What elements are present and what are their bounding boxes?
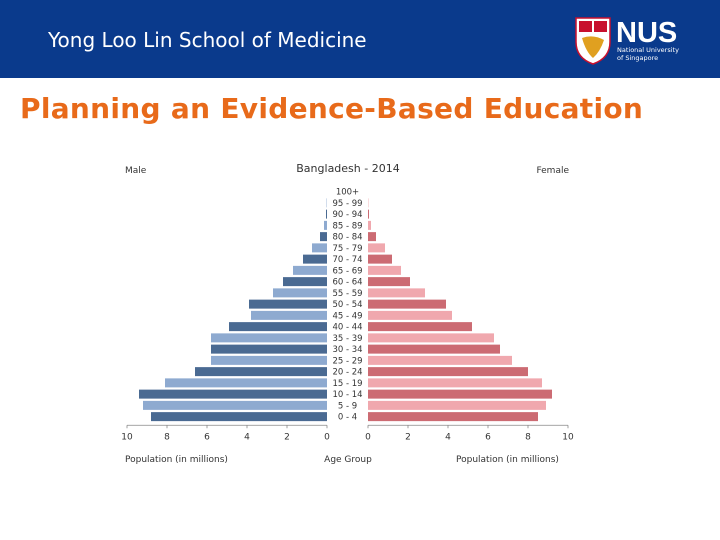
age-group-label: 40 - 44: [332, 323, 362, 333]
male-bar-0-4: [151, 412, 327, 422]
age-group-label: 10 - 14: [332, 390, 362, 400]
age-group-label: 5 - 9: [338, 401, 357, 411]
male-bar-75-79: [312, 243, 327, 253]
chart-title: Bangladesh - 2014: [296, 162, 399, 175]
age-group-label: 50 - 54: [332, 300, 362, 310]
female-bar-35-39: [368, 333, 494, 343]
female-bar-40-44: [368, 322, 472, 332]
x-axis-label-right: Population (in millions): [456, 455, 559, 465]
male-bar-40-44: [229, 322, 327, 332]
logo-subtitle-1: National University: [617, 46, 679, 54]
population-pyramid-chart: Male Bangladesh - 2014 Female 100+95 - 9…: [121, 162, 574, 465]
female-bar-55-59: [368, 288, 425, 298]
age-group-label: 20 - 24: [332, 368, 362, 378]
tick-label-left: 2: [284, 432, 290, 442]
tick-label-right: 6: [485, 432, 491, 442]
age-group-label: 90 - 94: [332, 210, 362, 220]
age-group-label: 60 - 64: [332, 278, 362, 288]
age-group-label: 70 - 74: [332, 255, 362, 265]
tick-label-right: 8: [525, 432, 531, 442]
tick-label-right: 4: [445, 432, 451, 442]
female-bar-50-54: [368, 299, 446, 309]
age-group-label: 95 - 99: [332, 199, 362, 209]
school-name: Yong Loo Lin School of Medicine: [48, 28, 367, 52]
male-bar-45-49: [251, 310, 327, 320]
age-group-label: 0 - 4: [338, 413, 357, 423]
female-bar-30-34: [368, 344, 500, 354]
tick-label-right: 0: [365, 432, 371, 442]
male-bar-15-19: [165, 378, 327, 388]
age-group-label: 15 - 19: [332, 379, 362, 389]
tick-label-left: 4: [244, 432, 250, 442]
tick-label-left: 8: [164, 432, 170, 442]
female-bar-15-19: [368, 378, 542, 388]
logo-wordmark: NUS: [616, 17, 677, 49]
age-group-label: 100+: [336, 188, 359, 198]
male-bar-55-59: [273, 288, 327, 298]
age-group-label: 55 - 59: [332, 289, 362, 299]
age-group-label: 25 - 29: [332, 356, 362, 366]
male-bar-80-84: [320, 232, 327, 242]
female-bar-65-69: [368, 265, 401, 275]
male-bar-90-94: [326, 209, 327, 219]
age-group-label: 45 - 49: [332, 311, 362, 321]
chart-right-label: Female: [536, 166, 569, 176]
x-axis-label-center: Age Group: [324, 455, 372, 465]
age-group-label: 30 - 34: [332, 345, 362, 355]
male-bar-85-89: [324, 220, 327, 230]
male-bar-50-54: [249, 299, 327, 309]
tick-label-left: 10: [121, 432, 133, 442]
female-bar-75-79: [368, 243, 385, 253]
age-group-label: 85 - 89: [332, 221, 362, 231]
male-bar-30-34: [211, 344, 327, 354]
male-bar-35-39: [211, 333, 327, 343]
female-bar-85-89: [368, 220, 371, 230]
male-bar-10-14: [139, 389, 327, 399]
logo-subtitle-2: of Singapore: [617, 54, 658, 62]
slide-title: Planning an Evidence-Based Education: [20, 92, 644, 125]
female-bar-80-84: [368, 232, 376, 242]
female-bar-60-64: [368, 277, 410, 287]
male-bar-70-74: [303, 254, 327, 264]
tick-label-right: 2: [405, 432, 411, 442]
age-group-label: 80 - 84: [332, 233, 362, 243]
tick-label-left: 6: [204, 432, 210, 442]
nus-logo: NUS National University of Singapore: [575, 17, 679, 65]
header-bar: Yong Loo Lin School of Medicine NUS Nati…: [0, 0, 720, 78]
male-bar-65-69: [293, 265, 327, 275]
male-bar-60-64: [283, 277, 327, 287]
female-bar-10-14: [368, 389, 552, 399]
chart-left-label: Male: [125, 166, 147, 176]
female-bar-0-4: [368, 412, 538, 422]
age-group-label: 75 - 79: [332, 244, 362, 254]
female-bar-20-24: [368, 367, 528, 377]
female-bar-45-49: [368, 310, 452, 320]
tick-label-right: 10: [562, 432, 574, 442]
x-axis-label-left: Population (in millions): [125, 455, 228, 465]
female-bar-5-9: [368, 400, 546, 410]
female-bar-25-29: [368, 355, 512, 365]
tick-label-left: 0: [324, 432, 330, 442]
male-bar-25-29: [211, 355, 327, 365]
female-bar-90-94: [368, 209, 369, 219]
age-group-label: 35 - 39: [332, 334, 362, 344]
male-bar-20-24: [195, 367, 327, 377]
male-bar-5-9: [143, 400, 327, 410]
age-group-label: 65 - 69: [332, 266, 362, 276]
female-bar-70-74: [368, 254, 392, 264]
